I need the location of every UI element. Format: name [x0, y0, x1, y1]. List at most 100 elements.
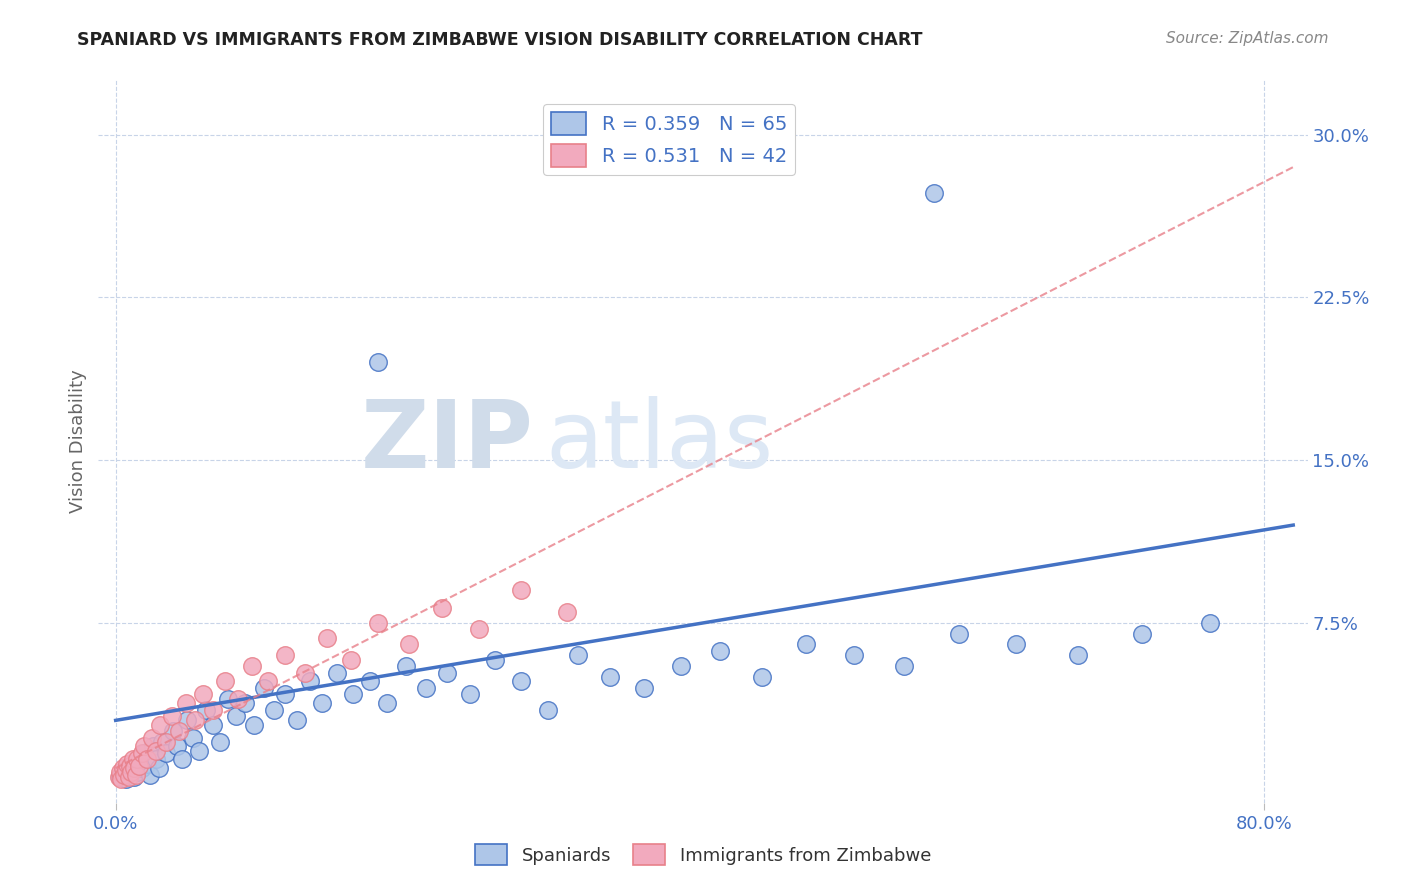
Point — [671, 659, 693, 673]
Point — [134, 746, 156, 760]
Point — [145, 752, 167, 766]
Point — [1199, 615, 1222, 630]
Point — [460, 687, 482, 701]
Point — [193, 687, 215, 701]
Point — [114, 772, 136, 786]
Point — [242, 717, 264, 731]
Point — [162, 724, 184, 739]
Point — [395, 659, 418, 673]
Point — [298, 674, 321, 689]
Point — [142, 739, 165, 754]
Point — [252, 681, 274, 695]
Point — [125, 767, 148, 781]
Text: Source: ZipAtlas.com: Source: ZipAtlas.com — [1166, 31, 1329, 46]
Point — [125, 759, 148, 773]
Point — [111, 765, 134, 780]
Point — [1132, 626, 1154, 640]
Point — [233, 696, 256, 710]
Point — [136, 752, 159, 766]
Point — [509, 583, 531, 598]
Point — [398, 637, 420, 651]
Point — [107, 770, 129, 784]
Point — [174, 696, 197, 710]
Point — [294, 665, 316, 680]
Point — [127, 765, 149, 780]
Point — [751, 670, 773, 684]
Point — [141, 731, 163, 745]
Point — [117, 770, 139, 784]
Point — [145, 744, 167, 758]
Point — [166, 739, 188, 754]
Point — [311, 696, 333, 710]
Point — [342, 687, 364, 701]
Point — [150, 735, 173, 749]
Point — [108, 770, 131, 784]
Point — [285, 714, 308, 728]
Point — [170, 752, 193, 766]
Point — [567, 648, 589, 663]
Point — [202, 702, 225, 716]
Point — [922, 186, 945, 200]
Point — [375, 696, 398, 710]
Text: atlas: atlas — [546, 395, 775, 488]
Point — [118, 767, 141, 781]
Point — [468, 622, 491, 636]
Point — [599, 670, 621, 684]
Point — [111, 761, 134, 775]
Point — [131, 746, 153, 760]
Point — [176, 714, 198, 728]
Point — [114, 764, 136, 778]
Point — [122, 756, 145, 771]
Point — [709, 644, 731, 658]
Point — [160, 709, 183, 723]
Point — [112, 767, 135, 781]
Point — [120, 765, 142, 780]
Point — [202, 717, 225, 731]
Point — [484, 652, 506, 666]
Point — [340, 652, 363, 666]
Point — [436, 665, 458, 680]
Point — [209, 735, 232, 749]
Point — [1005, 637, 1028, 651]
Point — [155, 735, 177, 749]
Point — [1067, 648, 1090, 663]
Point — [315, 631, 337, 645]
Point — [555, 605, 578, 619]
Point — [415, 681, 437, 695]
Point — [110, 772, 132, 786]
Point — [127, 752, 149, 766]
Point — [148, 761, 170, 775]
Text: SPANIARD VS IMMIGRANTS FROM ZIMBABWE VISION DISABILITY CORRELATION CHART: SPANIARD VS IMMIGRANTS FROM ZIMBABWE VIS… — [77, 31, 922, 49]
Point — [326, 665, 349, 680]
Text: ZIP: ZIP — [361, 395, 534, 488]
Point — [274, 687, 297, 701]
Point — [187, 744, 209, 758]
Point — [149, 717, 172, 731]
Point — [359, 674, 381, 689]
Point — [195, 702, 218, 716]
Point — [214, 674, 236, 689]
Point — [217, 691, 239, 706]
Point — [122, 752, 145, 766]
Point — [509, 674, 531, 689]
Point — [257, 674, 280, 689]
Point — [139, 767, 162, 781]
Point — [183, 714, 205, 728]
Point — [124, 761, 146, 775]
Point — [633, 681, 655, 695]
Point — [367, 355, 389, 369]
Point — [893, 659, 915, 673]
Point — [225, 709, 247, 723]
Point — [124, 770, 146, 784]
Point — [226, 691, 249, 706]
Legend: Spaniards, Immigrants from Zimbabwe: Spaniards, Immigrants from Zimbabwe — [468, 837, 938, 872]
Point — [117, 761, 139, 775]
Y-axis label: Vision Disability: Vision Disability — [69, 369, 87, 514]
Point — [274, 648, 297, 663]
Legend: R = 0.359   N = 65, R = 0.531   N = 42: R = 0.359 N = 65, R = 0.531 N = 42 — [544, 104, 794, 175]
Point — [108, 765, 131, 780]
Point — [155, 746, 177, 760]
Point — [430, 600, 453, 615]
Point — [842, 648, 865, 663]
Point — [136, 756, 159, 771]
